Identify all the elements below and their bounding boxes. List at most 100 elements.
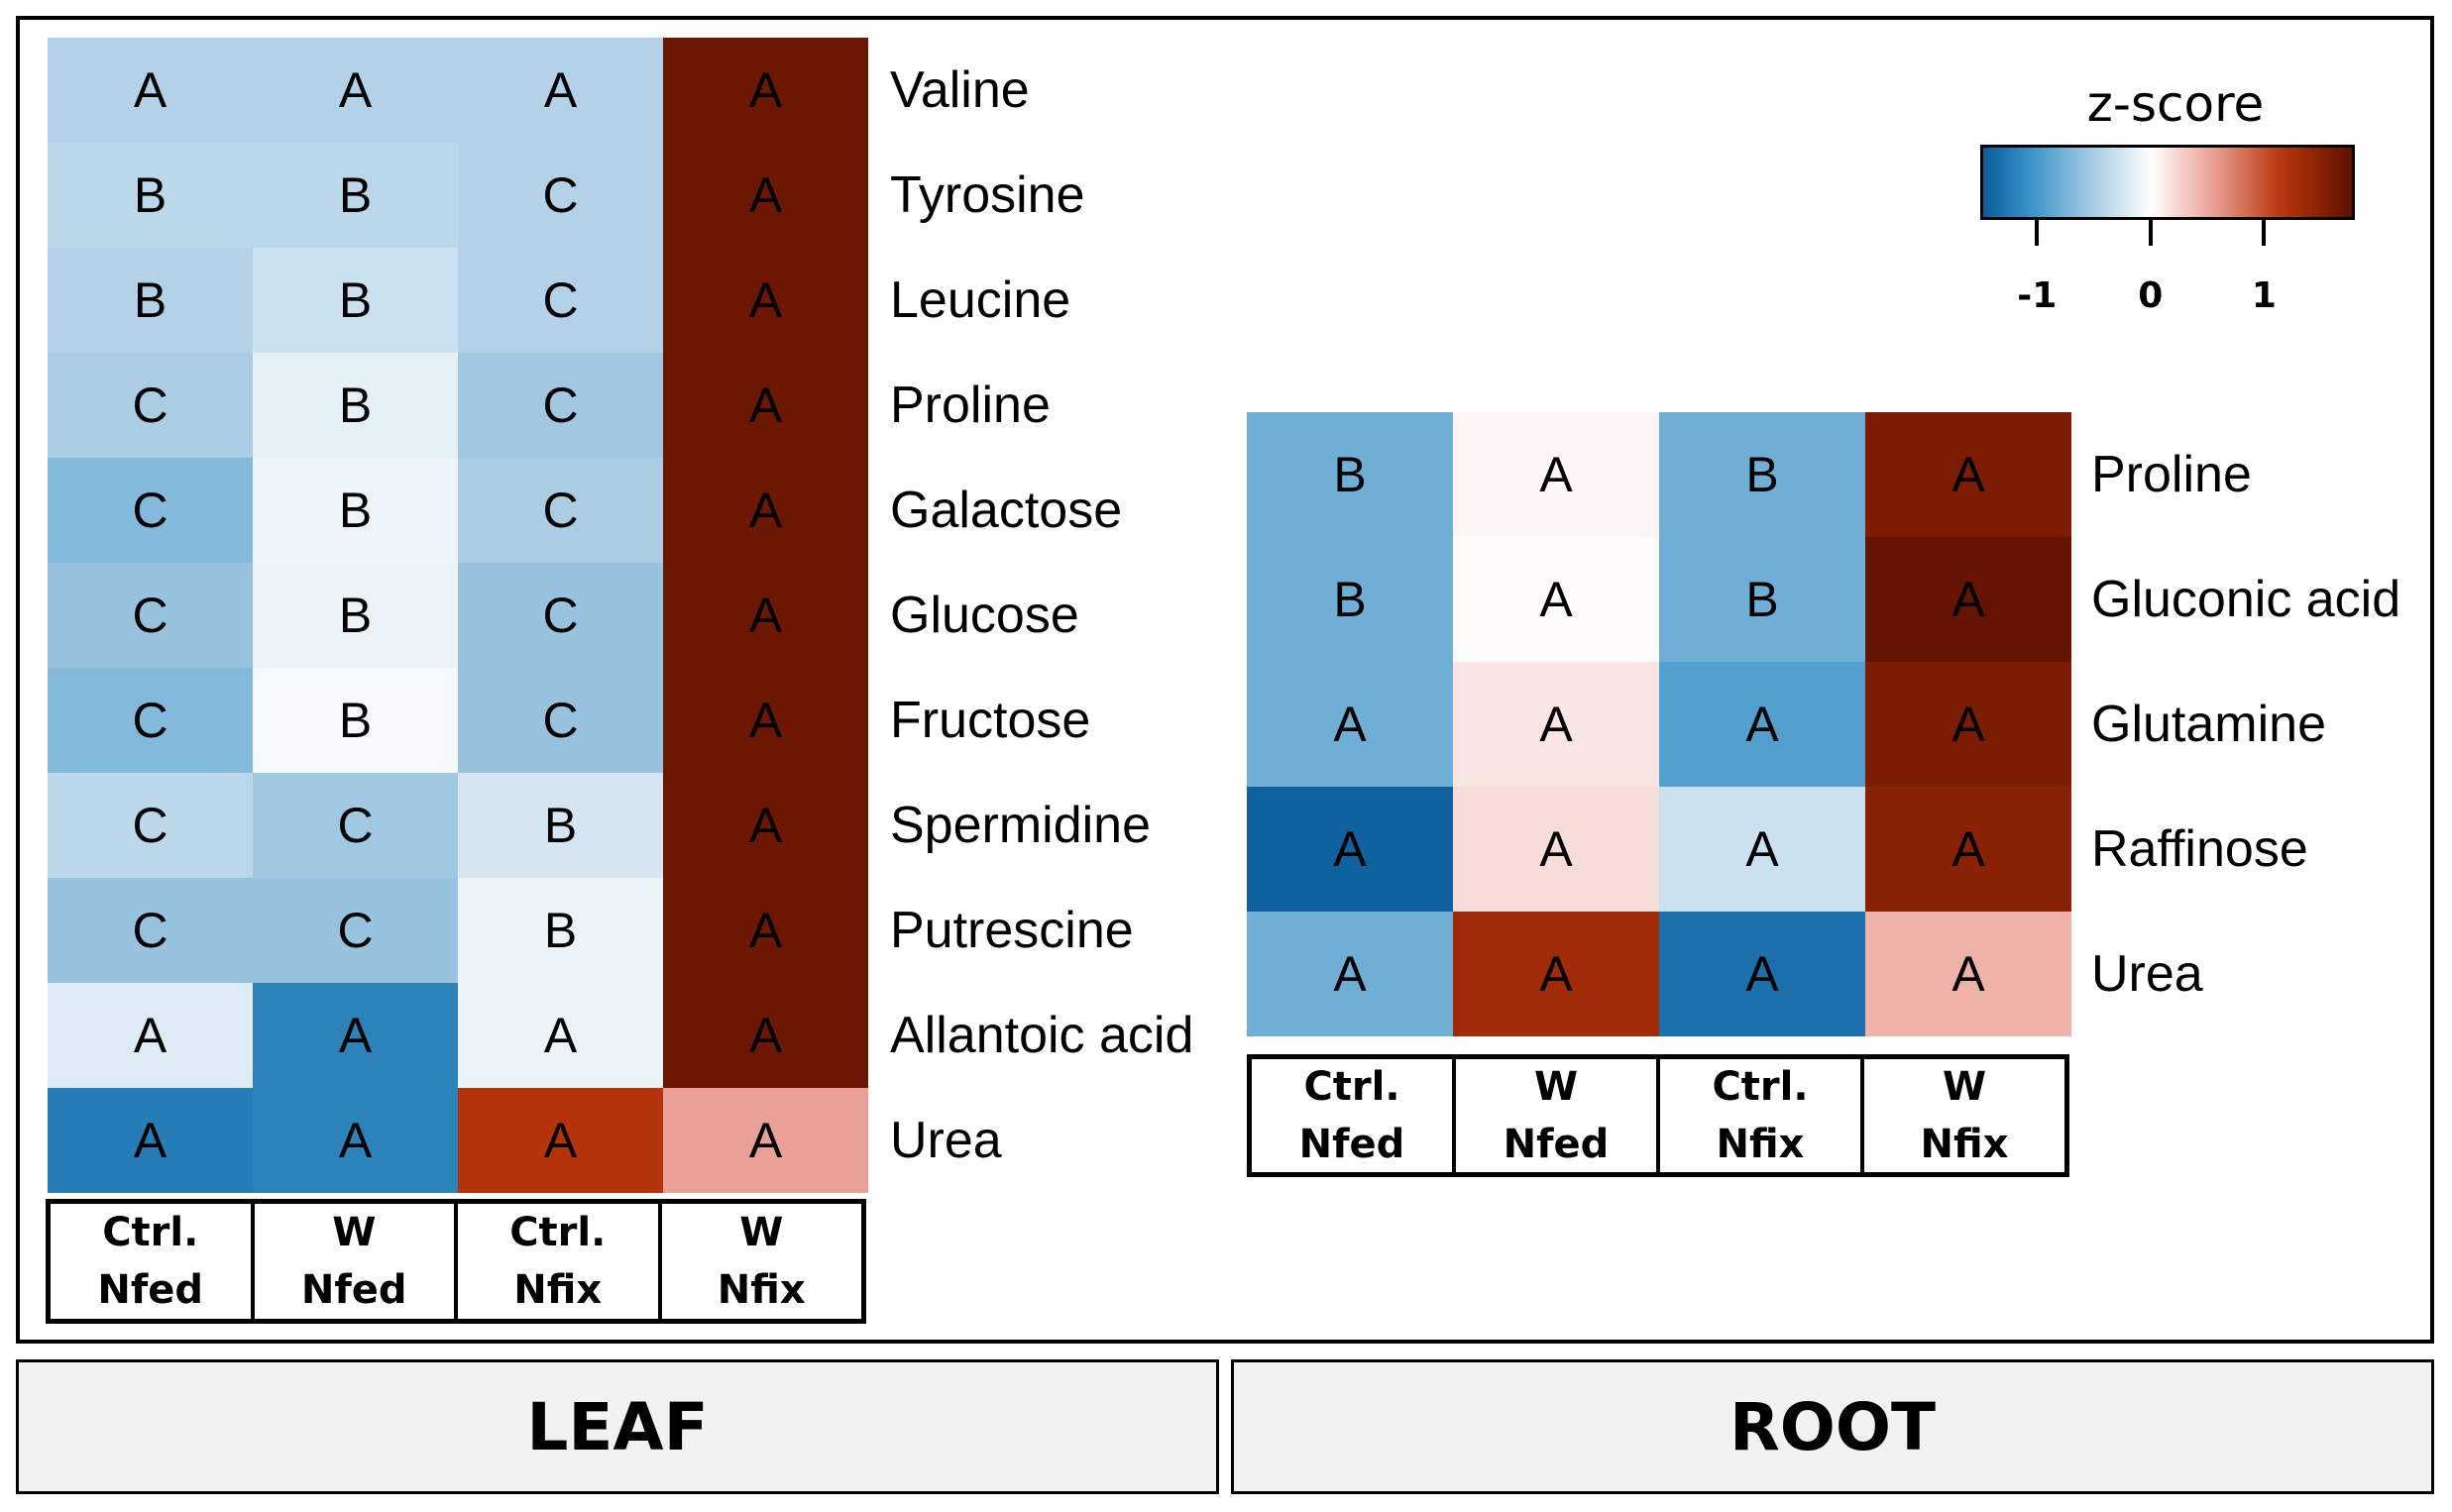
heatmap-cell: B [253, 458, 458, 563]
heatmap-cell: A [1247, 912, 1453, 1036]
column-label: Ctrl. Nfix [1660, 1059, 1864, 1172]
column-label-line: Nfed [97, 1267, 204, 1313]
heatmap-cell: A [458, 38, 663, 143]
row-label: Tyrosine [890, 166, 1085, 224]
colorbar-gradient [1980, 145, 2355, 220]
heatmap-cell: B [253, 563, 458, 668]
row-label: Allantoic acid [890, 1007, 1194, 1064]
column-label: Ctrl. Nfix [458, 1204, 662, 1319]
heatmap-cell: B [458, 773, 663, 878]
heatmap-cell: A [1865, 912, 2071, 1036]
column-label: W Nfix [1864, 1059, 2064, 1172]
heatmap-cell: A [253, 1088, 458, 1193]
heatmap-cell: C [458, 458, 663, 563]
heatmap-cell: A [1865, 537, 2071, 662]
heatmap-cell: C [458, 353, 663, 458]
heatmap-cell: B [1247, 412, 1453, 537]
heatmap-cell: B [48, 248, 253, 353]
column-label: W Nfed [255, 1204, 458, 1319]
heatmap-cell: A [663, 878, 868, 983]
heatmap-cell: B [253, 143, 458, 248]
colorbar-tick-label: 0 [2138, 275, 2164, 316]
heatmap-cell: A [663, 1088, 868, 1193]
heatmap-cell: C [458, 668, 663, 773]
row-label: Valine [890, 61, 1030, 119]
column-label-line: Ctrl. [509, 1210, 607, 1255]
heatmap-cell: C [48, 563, 253, 668]
heatmap-cell: A [1659, 787, 1865, 912]
heatmap-cell: A [663, 353, 868, 458]
column-label: W Nfed [1456, 1059, 1660, 1172]
column-label-line: Ctrl. [1303, 1064, 1400, 1110]
heatmap-cell: A [1453, 537, 1659, 662]
heatmap-cell: B [458, 878, 663, 983]
root-column-labels: Ctrl. Nfed W Nfed Ctrl. Nfix W Nfix [1247, 1054, 2069, 1177]
heatmap-cell: A [663, 143, 868, 248]
heatmap-cell: B [1247, 537, 1453, 662]
heatmap-cell: A [1453, 662, 1659, 787]
column-label-line: W [739, 1210, 784, 1255]
heatmap-cell: A [1865, 412, 2071, 537]
column-label: W Nfix [662, 1204, 862, 1319]
column-label-line: Nfix [1716, 1122, 1805, 1167]
column-label-line: Nfix [513, 1267, 603, 1313]
heatmap-cell: A [1453, 412, 1659, 537]
row-label: Putrescine [890, 902, 1134, 959]
heatmap-cell: A [458, 983, 663, 1088]
figure-frame [16, 16, 2434, 1344]
heatmap-cell: C [48, 353, 253, 458]
row-label: Urea [890, 1112, 1002, 1169]
heatmap-cell: C [48, 668, 253, 773]
heatmap-cell: A [663, 248, 868, 353]
heatmap-cell: B [253, 248, 458, 353]
leaf-column-labels: Ctrl. Nfed W Nfed Ctrl. Nfix W Nfix [46, 1199, 866, 1324]
heatmap-cell: C [458, 563, 663, 668]
heatmap-cell: A [663, 458, 868, 563]
row-label: Glutamine [2091, 696, 2326, 753]
heatmap-cell: A [663, 668, 868, 773]
column-label-line: W [1533, 1064, 1579, 1110]
row-label: Galactose [890, 482, 1123, 539]
column-label-line: Ctrl. [102, 1210, 199, 1255]
heatmap-cell: A [1453, 787, 1659, 912]
column-label: Ctrl. Nfed [1252, 1059, 1456, 1172]
heatmap-cell: C [48, 458, 253, 563]
heatmap-cell: C [458, 143, 663, 248]
heatmap-cell: A [1247, 787, 1453, 912]
colorbar-tick [2035, 220, 2040, 246]
column-label-line: Nfix [1920, 1122, 2009, 1167]
row-label: Raffinose [2091, 820, 2308, 878]
heatmap-cell: C [458, 248, 663, 353]
heatmap-cell: A [458, 1088, 663, 1193]
root-panel-label: ROOT [1231, 1359, 2434, 1494]
heatmap-cell: A [1865, 787, 2071, 912]
heatmap-cell: B [253, 668, 458, 773]
heatmap-cell: A [663, 38, 868, 143]
heatmap-cell: A [48, 1088, 253, 1193]
column-label-line: Nfed [1298, 1122, 1405, 1167]
heatmap-cell: C [48, 878, 253, 983]
row-label: Proline [890, 377, 1051, 434]
heatmap-cell: B [253, 353, 458, 458]
row-label: Proline [2091, 446, 2252, 503]
colorbar-tick [2262, 220, 2267, 246]
colorbar-tick [2148, 220, 2153, 246]
heatmap-cell: A [1659, 912, 1865, 1036]
heatmap-cell: C [253, 878, 458, 983]
heatmap-cell: A [48, 38, 253, 143]
heatmap-cell: A [48, 983, 253, 1088]
column-label-line: W [1942, 1064, 1987, 1110]
heatmap-cell: B [48, 143, 253, 248]
heatmap-cell: C [253, 773, 458, 878]
heatmap-cell: A [253, 983, 458, 1088]
column-label-line: W [332, 1210, 377, 1255]
leaf-panel-label: LEAF [16, 1359, 1219, 1494]
heatmap-cell: B [1659, 412, 1865, 537]
heatmap-cell: A [253, 38, 458, 143]
heatmap-cell: A [663, 563, 868, 668]
column-label-line: Nfix [717, 1267, 806, 1313]
heatmap-cell: B [1659, 537, 1865, 662]
heatmap-cell: A [1247, 662, 1453, 787]
colorbar-tick-label: 1 [2251, 275, 2277, 316]
column-label-line: Nfed [1503, 1122, 1610, 1167]
